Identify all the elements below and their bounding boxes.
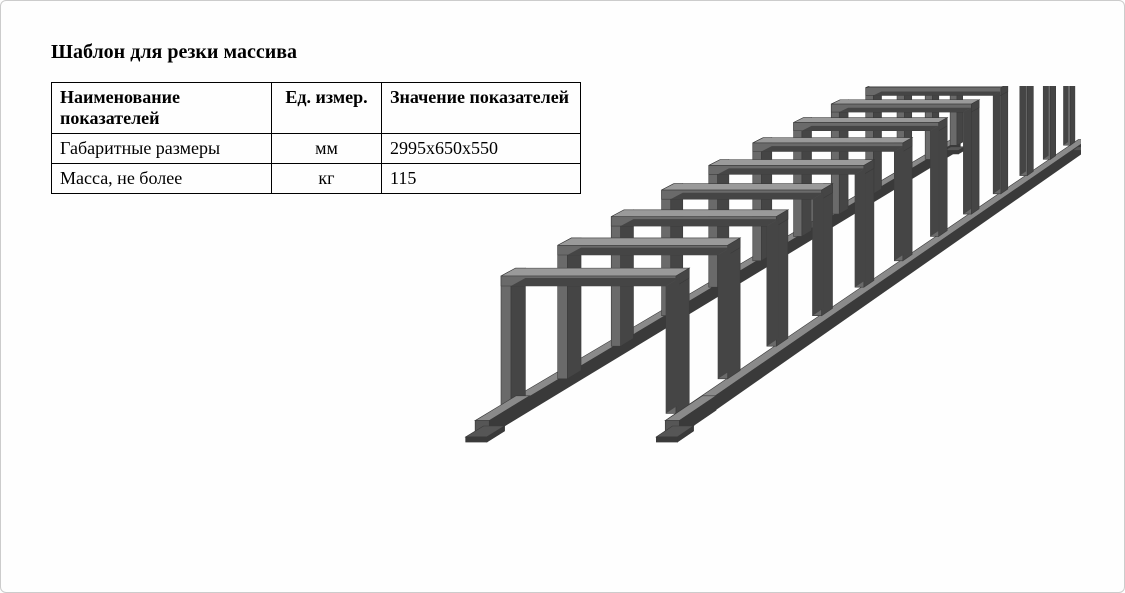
cell-name: Масса, не более [52, 164, 272, 194]
frame-diagram [461, 86, 1081, 466]
cell-name: Габаритные размеры [52, 134, 272, 164]
header-name: Наименование показателей [52, 83, 272, 134]
cell-unit: кг [272, 164, 382, 194]
page-title: Шаблон для резки массива [51, 41, 1074, 64]
cell-unit: мм [272, 134, 382, 164]
header-unit: Ед. измер. [272, 83, 382, 134]
document-page: Шаблон для резки массива Наименование по… [1, 1, 1124, 234]
